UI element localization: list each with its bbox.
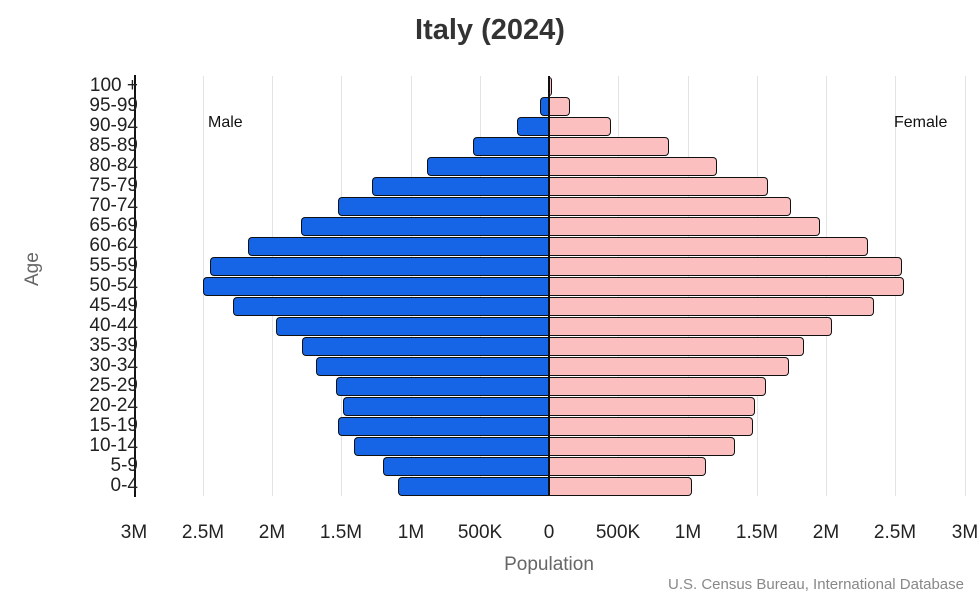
male-bar — [382, 456, 549, 476]
x-tick-label: 0 — [543, 522, 555, 543]
male-bar — [202, 276, 549, 296]
age-group-label: 20-24 — [89, 395, 138, 416]
center-axis-line — [548, 76, 550, 496]
age-group-label: 85-89 — [89, 135, 138, 156]
age-group-label: 75-79 — [89, 175, 138, 196]
female-bar — [549, 336, 804, 356]
age-group-label: 60-64 — [89, 235, 138, 256]
age-group-label: 50-54 — [89, 275, 138, 296]
male-bar — [335, 376, 549, 396]
male-bar — [209, 256, 549, 276]
x-tick-label: 2.5M — [873, 522, 917, 543]
female-bar — [549, 416, 753, 436]
male-bar — [398, 476, 549, 496]
x-tick-label: 1.5M — [735, 522, 779, 543]
x-axis-label: Population — [504, 554, 594, 575]
male-bar — [338, 196, 549, 216]
female-bar — [549, 316, 832, 336]
x-tick-label: 3M — [951, 522, 979, 543]
age-group-label: 15-19 — [89, 415, 138, 436]
y-axis-label: Age — [22, 252, 43, 286]
age-group-label: 45-49 — [89, 295, 138, 316]
male-bar — [233, 296, 549, 316]
male-bar — [276, 316, 549, 336]
male-bar — [371, 176, 549, 196]
age-group-label: 0-4 — [110, 475, 138, 496]
female-bar — [549, 296, 875, 316]
male-bar — [301, 216, 549, 236]
male-bar — [302, 336, 549, 356]
female-bar — [549, 476, 692, 496]
female-bar — [549, 456, 706, 476]
x-tick-label: 2M — [258, 522, 286, 543]
female-bar — [549, 276, 904, 296]
age-group-label: 30-34 — [89, 355, 138, 376]
x-tick-label: 1.5M — [319, 522, 363, 543]
x-tick-label: 500K — [457, 522, 503, 543]
female-bar — [549, 136, 670, 156]
male-bar — [338, 416, 549, 436]
age-group-label: 65-69 — [89, 215, 138, 236]
x-tick-label: 1M — [397, 522, 425, 543]
x-tick-label: 1M — [674, 522, 702, 543]
female-bar — [549, 216, 821, 236]
male-label: Male — [208, 114, 243, 131]
x-tick-label: 500K — [595, 522, 641, 543]
female-bar — [549, 156, 717, 176]
female-bar — [549, 436, 735, 456]
age-group-label: 95-99 — [89, 95, 138, 116]
x-tick-label: 2.5M — [181, 522, 225, 543]
age-group-label: 70-74 — [89, 195, 138, 216]
male-bar — [517, 116, 549, 136]
female-bar — [549, 256, 903, 276]
age-group-label: 10-14 — [89, 435, 138, 456]
male-bar — [427, 156, 549, 176]
female-bar — [549, 196, 792, 216]
age-group-label: 25-29 — [89, 375, 138, 396]
female-bar — [549, 96, 570, 116]
age-group-label: 5-9 — [110, 455, 138, 476]
female-bar — [549, 356, 789, 376]
age-group-label: 35-39 — [89, 335, 138, 356]
age-group-label: 90-94 — [89, 115, 138, 136]
male-bar — [248, 236, 549, 256]
female-bar — [549, 396, 756, 416]
female-label: Female — [894, 114, 948, 131]
age-group-label: 40-44 — [89, 315, 138, 336]
chart-title: Italy (2024) — [415, 14, 565, 46]
age-group-label: 100 + — [89, 75, 138, 96]
female-bar — [549, 376, 767, 396]
x-tick-label: 3M — [120, 522, 148, 543]
female-bar — [549, 236, 868, 256]
y-axis-line — [134, 75, 136, 497]
female-bar — [549, 116, 612, 136]
male-bar — [353, 436, 549, 456]
gridline — [965, 76, 966, 496]
source-note: U.S. Census Bureau, International Databa… — [667, 576, 964, 593]
age-group-label: 80-84 — [89, 155, 138, 176]
x-tick-label: 2M — [812, 522, 840, 543]
male-bar — [316, 356, 549, 376]
female-bar — [549, 76, 553, 96]
male-bar — [472, 136, 549, 156]
female-bar — [549, 176, 768, 196]
male-bar — [539, 96, 549, 116]
age-group-label: 55-59 — [89, 255, 138, 276]
male-bar — [342, 396, 549, 416]
